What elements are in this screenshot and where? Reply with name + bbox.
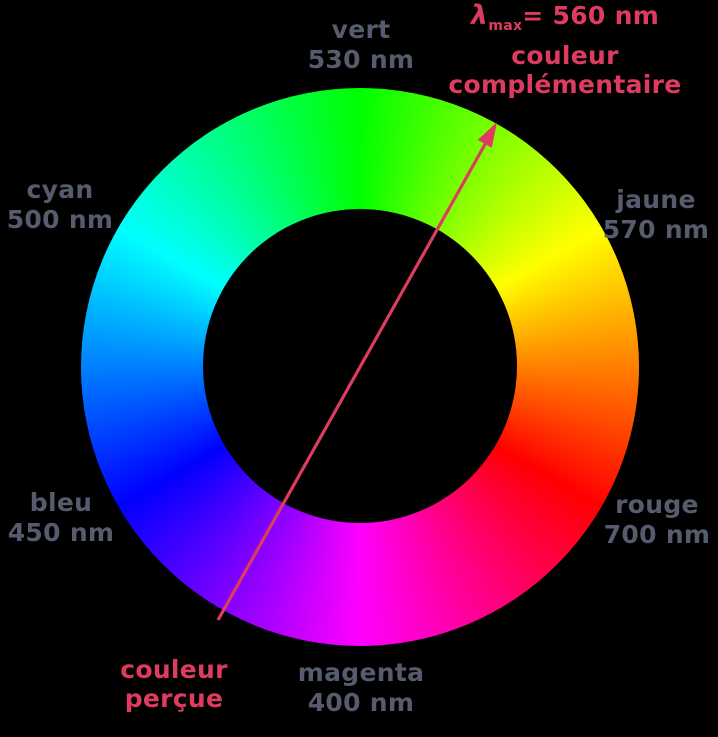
perceived-label-line1: couleur <box>120 655 228 684</box>
label-cyan: cyan 500 nm <box>7 175 114 235</box>
label-magenta: magenta 400 nm <box>298 658 425 718</box>
complementary-annotation: λmax= 560 nm couleur complémentaire <box>448 1 681 99</box>
label-jaune-name: jaune <box>616 185 696 214</box>
complementary-label-line1: couleur <box>511 41 619 70</box>
label-vert: vert 530 nm <box>308 15 415 75</box>
label-jaune: jaune 570 nm <box>603 185 710 245</box>
lambda-symbol: λ <box>470 0 489 31</box>
label-cyan-wavelength: 500 nm <box>6 205 114 234</box>
label-bleu-wavelength: 450 nm <box>7 518 115 547</box>
label-rouge-name: rouge <box>615 490 699 519</box>
label-rouge: rouge 700 nm <box>604 490 711 550</box>
complementary-label-line2: complémentaire <box>448 70 682 99</box>
wheel-inner-hole <box>203 209 517 523</box>
lambda-subscript: max <box>488 18 523 34</box>
perceived-label-line2: perçue <box>124 684 224 713</box>
label-magenta-name: magenta <box>297 658 425 687</box>
lambda-value: = 560 nm <box>522 1 660 30</box>
label-bleu-name: bleu <box>29 488 93 517</box>
label-magenta-wavelength: 400 nm <box>307 688 415 717</box>
perceived-annotation: couleur perçue <box>120 655 228 713</box>
label-cyan-name: cyan <box>26 175 94 204</box>
label-vert-wavelength: 530 nm <box>307 45 415 74</box>
lambda-max-formula: λmax= 560 nm <box>448 1 681 41</box>
label-bleu: bleu 450 nm <box>8 488 115 548</box>
label-rouge-wavelength: 700 nm <box>603 520 711 549</box>
label-jaune-wavelength: 570 nm <box>602 215 710 244</box>
label-vert-name: vert <box>331 15 391 44</box>
